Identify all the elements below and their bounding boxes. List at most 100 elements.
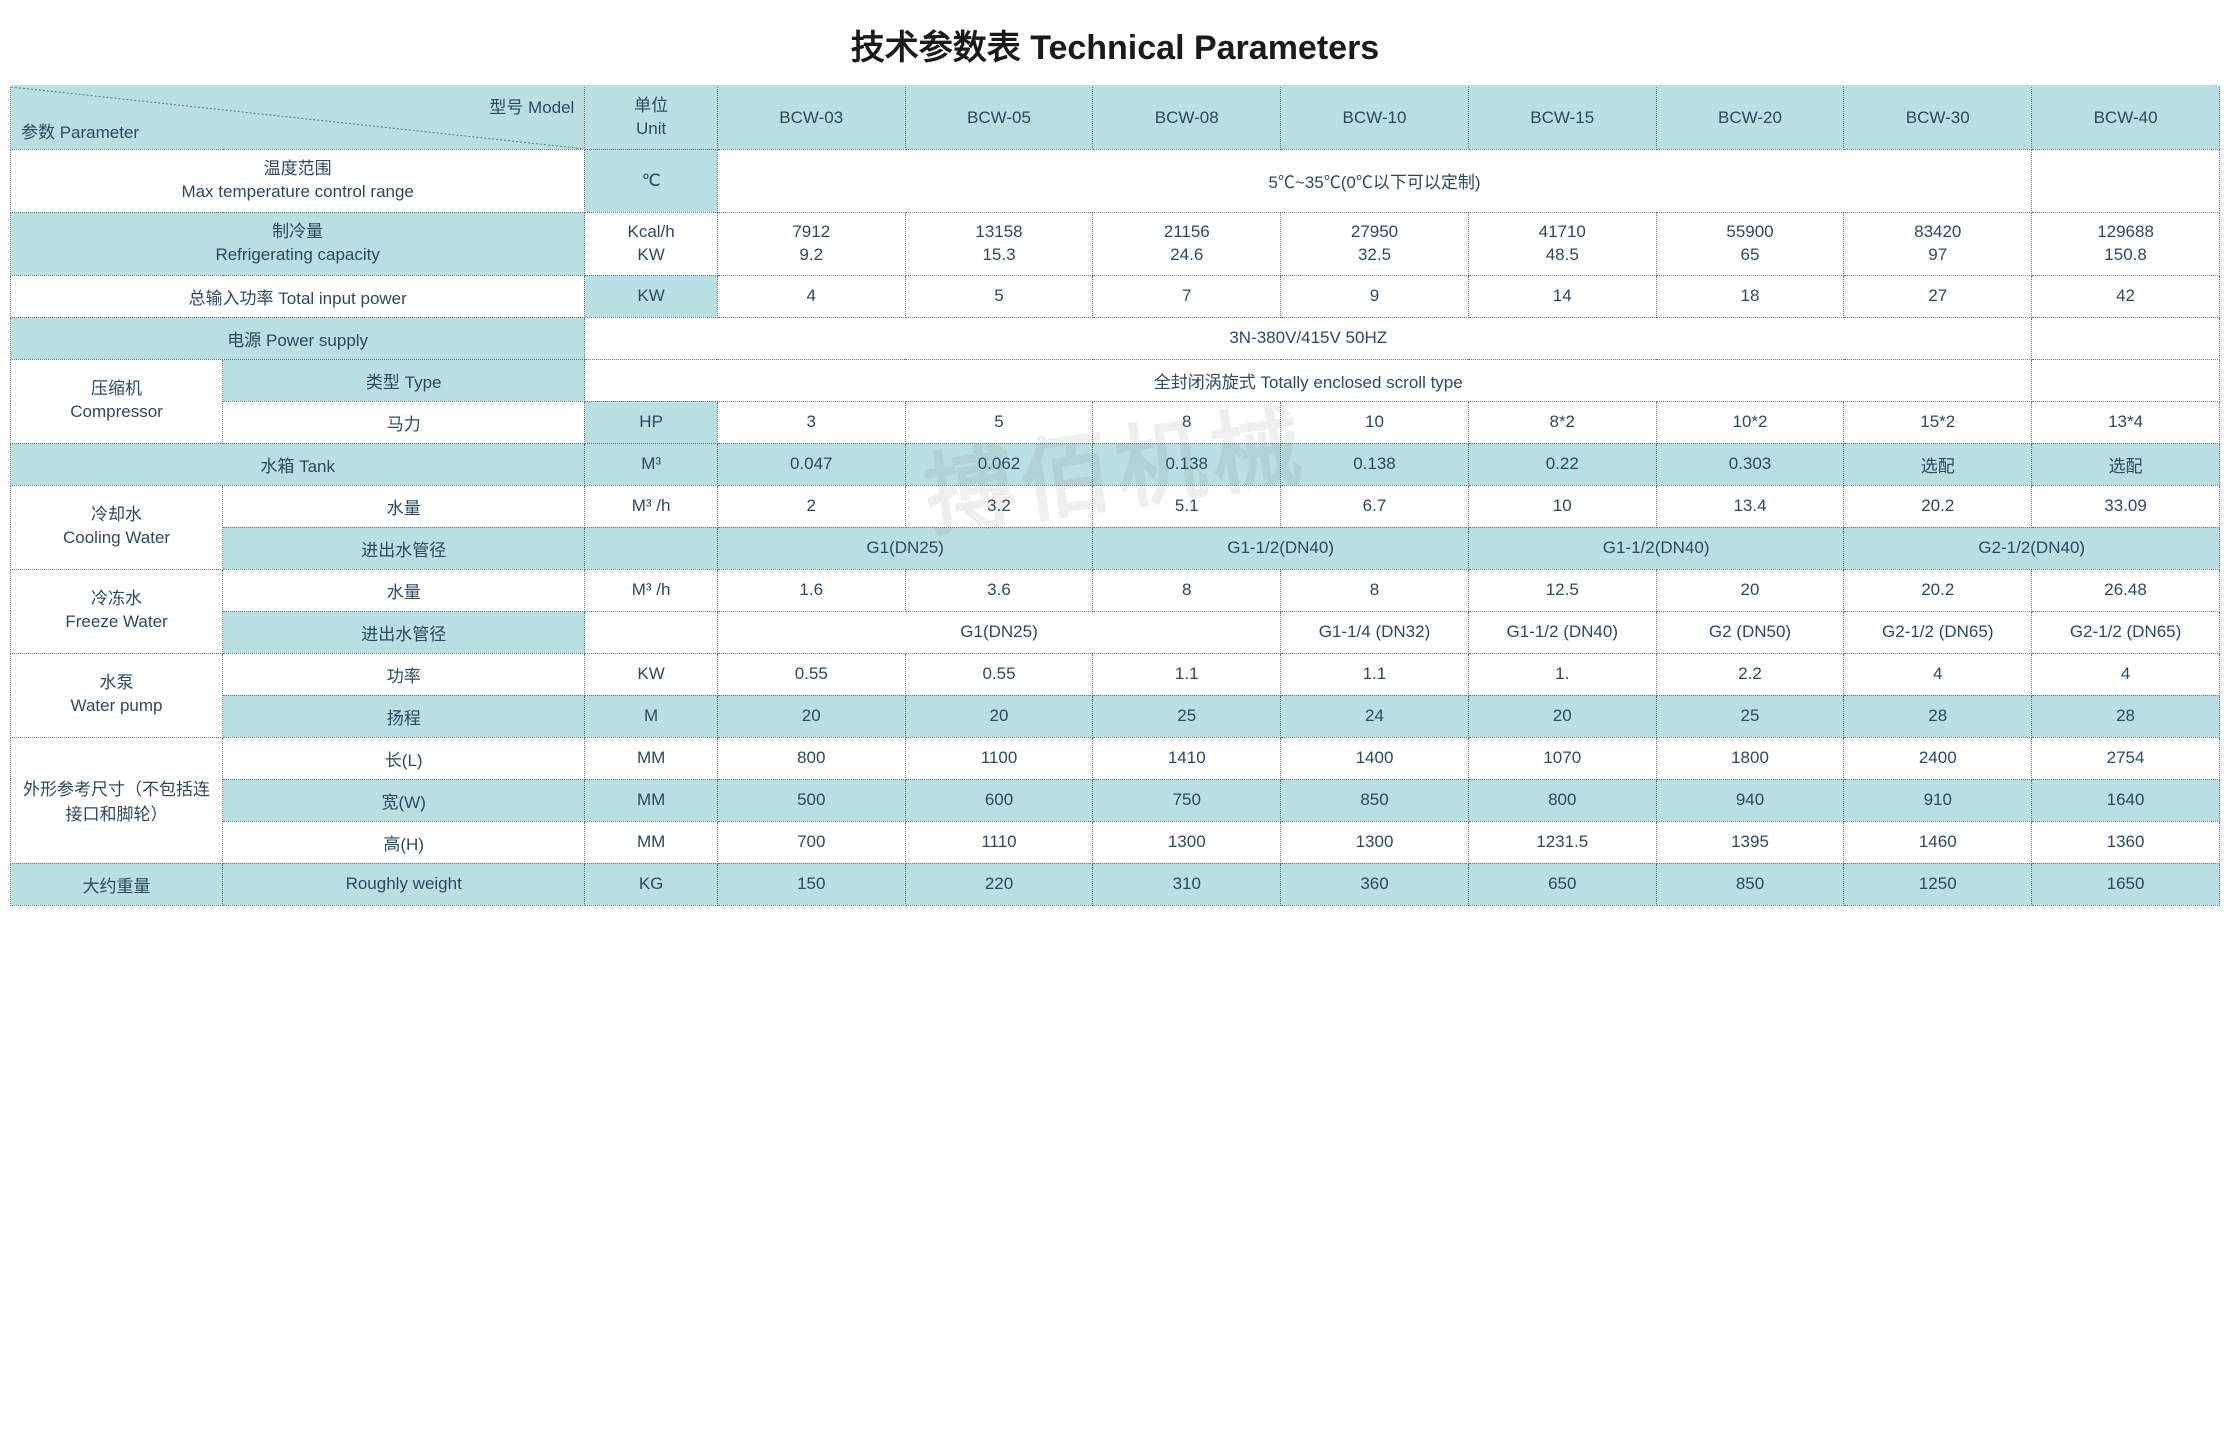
row-refrig-label: 制冷量Refrigerating capacity — [11, 212, 585, 275]
model-3: BCW-10 — [1281, 86, 1469, 149]
model-1: BCW-05 — [905, 86, 1093, 149]
cell: G1(DN25) — [717, 611, 1280, 653]
cell: 28 — [1844, 695, 2032, 737]
cell: G1-1/2 (DN40) — [1468, 611, 1656, 653]
row-dim-W-label: 宽(W) — [223, 779, 585, 821]
row-comp-hp-label: 马力 — [223, 401, 585, 443]
cell: 7 — [1093, 275, 1281, 317]
row-comp-type-value: 全封闭涡旋式 Totally enclosed scroll type — [585, 359, 2032, 401]
cell: 2754 — [2032, 737, 2220, 779]
cell: 14 — [1468, 275, 1656, 317]
cell: 1.6 — [717, 569, 905, 611]
cell: 10 — [1468, 485, 1656, 527]
row-freeze-flow-label: 水量 — [223, 569, 585, 611]
cell: 0.047 — [717, 443, 905, 485]
cell: 0.138 — [1281, 443, 1469, 485]
cell: 360 — [1281, 863, 1469, 905]
cell: 850 — [1656, 863, 1844, 905]
cell: 0.062 — [905, 443, 1093, 485]
cell: 1360 — [2032, 821, 2220, 863]
row-cool-pipe-label: 进出水管径 — [223, 527, 585, 569]
group-weight: 大约重量 — [11, 863, 223, 905]
cell: 750 — [1093, 779, 1281, 821]
row-freeze-flow-unit: M³ /h — [585, 569, 718, 611]
cell: 27 — [1844, 275, 2032, 317]
cell: 0.55 — [717, 653, 905, 695]
cell: 8 — [1281, 569, 1469, 611]
cell: 1800 — [1656, 737, 1844, 779]
row-pump-lift-unit: M — [585, 695, 718, 737]
group-pump: 水泵Water pump — [11, 653, 223, 737]
model-5: BCW-20 — [1656, 86, 1844, 149]
row-tip-label: 总输入功率 Total input power — [11, 275, 585, 317]
cell: 13*4 — [2032, 401, 2220, 443]
model-6: BCW-30 — [1844, 86, 2032, 149]
cell: 1410 — [1093, 737, 1281, 779]
row-dim-H-unit: MM — [585, 821, 718, 863]
cell: 1640 — [2032, 779, 2220, 821]
cell: G2-1/2(DN40) — [1844, 527, 2220, 569]
cell: 850 — [1281, 779, 1469, 821]
cell: 20.2 — [1844, 485, 2032, 527]
model-2: BCW-08 — [1093, 86, 1281, 149]
cell: 20 — [1468, 695, 1656, 737]
cell: 1100 — [905, 737, 1093, 779]
group-cooling-water: 冷却水Cooling Water — [11, 485, 223, 569]
cell: 12.5 — [1468, 569, 1656, 611]
page-title: 技术参数表 Technical Parameters — [10, 20, 2220, 69]
cell: 150 — [717, 863, 905, 905]
row-weight-label: Roughly weight — [223, 863, 585, 905]
cell: 4171048.5 — [1468, 212, 1656, 275]
group-compressor: 压缩机Compressor — [11, 359, 223, 443]
cell: 20 — [717, 695, 905, 737]
model-0: BCW-03 — [717, 86, 905, 149]
cell: 2 — [717, 485, 905, 527]
cell: 1.1 — [1281, 653, 1469, 695]
cell: 20 — [1656, 569, 1844, 611]
row-dim-H-label: 高(H) — [223, 821, 585, 863]
cell: 1650 — [2032, 863, 2220, 905]
cell: 8 — [1093, 401, 1281, 443]
cell: G1-1/2(DN40) — [1093, 527, 1469, 569]
row-cool-pipe-unit — [585, 527, 718, 569]
row-freeze-pipe-unit — [585, 611, 718, 653]
row-tank-label: 水箱 Tank — [11, 443, 585, 485]
cell: 5 — [905, 401, 1093, 443]
cell: 600 — [905, 779, 1093, 821]
cell: 25 — [1093, 695, 1281, 737]
cell: G1-1/4 (DN32) — [1281, 611, 1469, 653]
cell: 79129.2 — [717, 212, 905, 275]
cell: 13.4 — [1656, 485, 1844, 527]
cell: 18 — [1656, 275, 1844, 317]
cell: 1. — [1468, 653, 1656, 695]
cell: 9 — [1281, 275, 1469, 317]
row-pump-pow-label: 功率 — [223, 653, 585, 695]
row-pump-pow-unit: KW — [585, 653, 718, 695]
row-power-blank — [2032, 317, 2220, 359]
cell: 选配 — [2032, 443, 2220, 485]
cell: 24 — [1281, 695, 1469, 737]
row-temp-unit: ℃ — [585, 149, 718, 212]
model-7: BCW-40 — [2032, 86, 2220, 149]
header-unit: 单位Unit — [585, 86, 718, 149]
row-comp-type-label: 类型 Type — [223, 359, 585, 401]
cell: 20 — [905, 695, 1093, 737]
cell: 10 — [1281, 401, 1469, 443]
row-freeze-pipe-label: 进出水管径 — [223, 611, 585, 653]
cell: 10*2 — [1656, 401, 1844, 443]
cell: 1400 — [1281, 737, 1469, 779]
cell: 0.138 — [1093, 443, 1281, 485]
cell: 650 — [1468, 863, 1656, 905]
row-dim-L-label: 长(L) — [223, 737, 585, 779]
tech-params-table: 技术参数表 Technical Parameters 搏佰机械 型号 Model… — [10, 20, 2220, 906]
cell: 1300 — [1281, 821, 1469, 863]
group-freeze-water: 冷冻水Freeze Water — [11, 569, 223, 653]
cell: 0.22 — [1468, 443, 1656, 485]
row-pump-lift-label: 扬程 — [223, 695, 585, 737]
cell: 5 — [905, 275, 1093, 317]
row-dim-L-unit: MM — [585, 737, 718, 779]
row-weight-unit: KG — [585, 863, 718, 905]
header-model: 型号 Model — [489, 93, 574, 118]
cell: 0.303 — [1656, 443, 1844, 485]
row-refrig-unit: Kcal/hKW — [585, 212, 718, 275]
